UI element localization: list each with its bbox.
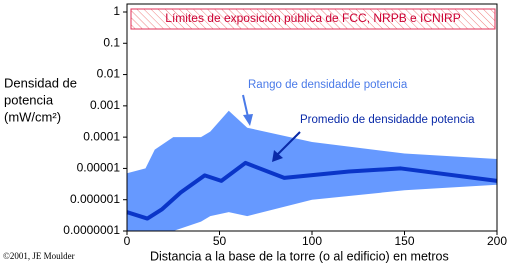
y-tick-label: 0.000001 [70,192,120,206]
y-axis-title: potencia [4,92,54,107]
line-annotation: Promedio de densidadde potencia [300,114,475,126]
x-tick-label: 100 [302,234,322,248]
y-tick-label: 0.0000001 [63,223,120,237]
range-band [127,110,497,231]
limits-label: Límites de exposición pública de FCC, NR… [165,11,460,25]
x-tick-label: 200 [487,234,507,248]
y-tick-label: 0.001 [90,98,120,112]
y-tick-label: 0.01 [97,67,121,81]
line-arrow [272,131,301,162]
x-tick-label: 150 [394,234,414,248]
band-arrow [242,94,253,126]
plot-area [126,110,498,231]
y-axis-title: Densidad de [4,75,77,90]
y-axis-title: (mW/cm²) [4,109,61,124]
limits-box [130,8,496,30]
x-axis-title: Distancia a la base de la torre (o al ed… [150,249,449,263]
y-tick-label: 0.00001 [77,161,121,175]
x-tick-label: 50 [213,234,227,248]
y-tick-label: 1 [113,4,120,18]
copyright: ©2001, JE Moulder [3,251,75,261]
y-tick-label: 0.1 [103,35,120,49]
x-tick-label: 0 [124,234,131,248]
y-tick-label: 0.0001 [83,129,120,143]
band-annotation: Rango de densidadde potencia [248,79,408,91]
average-line [126,160,498,221]
